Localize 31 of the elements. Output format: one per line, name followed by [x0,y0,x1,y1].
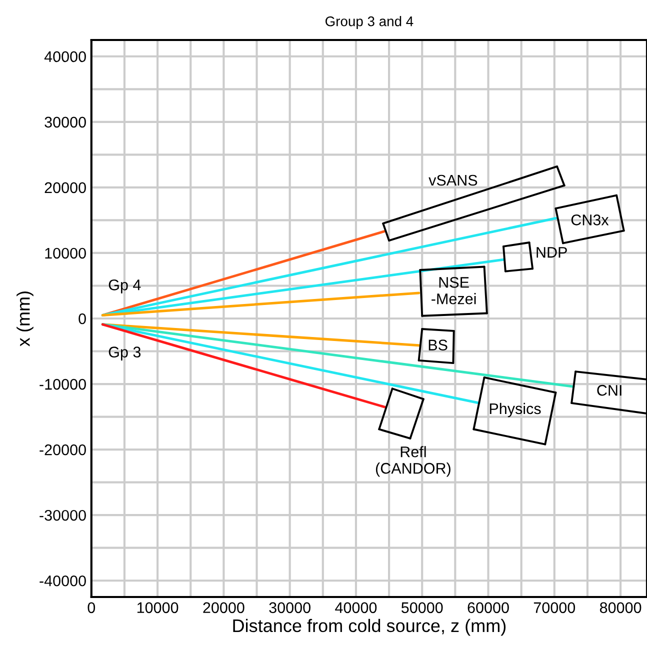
x-tick-label: 50000 [401,602,443,614]
annotation: Gp 3 [108,346,141,361]
y-tick-label: -10000 [40,378,86,390]
x-tick-label: 10000 [137,602,178,614]
y-tick-label: 0 [78,313,86,324]
y-axis-title: x (mm) [16,292,34,346]
annotation: NDP [536,247,567,258]
x-tick-label: 30000 [269,602,310,614]
x-tick-label: 0 [88,602,96,614]
x-axis-title: Distance from cold source, z (mm) [233,618,506,636]
annotation: vSANS [428,174,478,186]
annotation: BS [428,340,448,350]
annotation: Refl (CANDOR) [376,446,450,477]
annotation: NSE -Mezei [432,277,476,304]
annotation: Gp 4 [108,280,141,294]
annotation: CNI [597,384,622,396]
y-tick-label: -30000 [40,510,86,521]
x-tick-label: 40000 [335,602,377,614]
x-tick-label: 20000 [203,602,244,614]
x-tick-label: 80000 [600,602,642,614]
y-tick-label: -40000 [40,575,86,586]
y-tick-label: 40000 [44,51,86,62]
y-tick-label: -20000 [40,444,86,456]
y-tick-label: 30000 [44,116,86,128]
x-tick-label: 60000 [468,602,509,614]
y-tick-label: 10000 [45,248,86,259]
annotation: CN3x [571,214,609,226]
annotation: Physics [490,402,541,418]
chart-title: Group 3 and 4 [326,16,414,29]
x-tick-label: 70000 [534,602,576,614]
y-tick-label: 20000 [44,182,86,194]
